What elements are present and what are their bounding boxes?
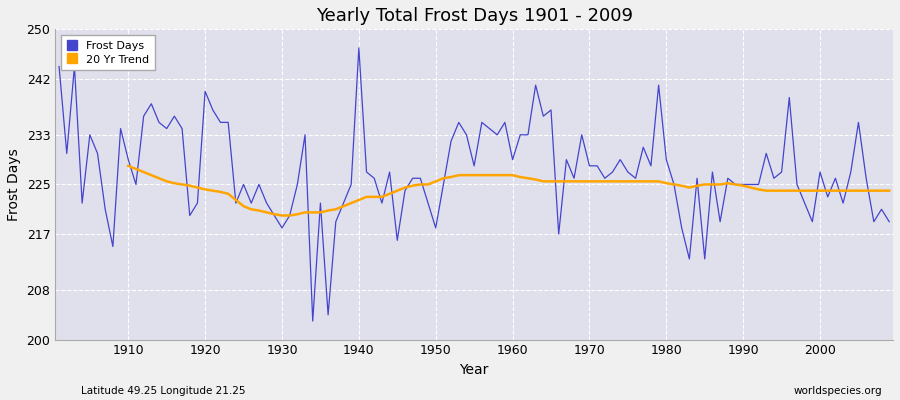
20 Yr Trend bbox=[276, 213, 287, 218]
Title: Yearly Total Frost Days 1901 - 2009: Yearly Total Frost Days 1901 - 2009 bbox=[316, 7, 633, 25]
20 Yr Trend bbox=[523, 176, 534, 181]
20 Yr Trend bbox=[269, 212, 280, 217]
Frost Days bbox=[54, 64, 65, 69]
Frost Days bbox=[615, 157, 626, 162]
Frost Days bbox=[523, 132, 534, 137]
X-axis label: Year: Year bbox=[460, 363, 489, 377]
Frost Days bbox=[354, 46, 364, 50]
20 Yr Trend bbox=[853, 188, 864, 193]
20 Yr Trend bbox=[123, 164, 134, 168]
20 Yr Trend bbox=[884, 188, 895, 193]
Line: 20 Yr Trend: 20 Yr Trend bbox=[129, 166, 889, 216]
Frost Days bbox=[115, 126, 126, 131]
Frost Days bbox=[284, 213, 295, 218]
Text: Latitude 49.25 Longitude 21.25: Latitude 49.25 Longitude 21.25 bbox=[81, 386, 246, 396]
Frost Days bbox=[338, 201, 349, 206]
Frost Days bbox=[515, 132, 526, 137]
Frost Days bbox=[307, 319, 318, 324]
20 Yr Trend bbox=[584, 179, 595, 184]
Line: Frost Days: Frost Days bbox=[59, 48, 889, 321]
Legend: Frost Days, 20 Yr Trend: Frost Days, 20 Yr Trend bbox=[61, 35, 155, 70]
Frost Days bbox=[884, 219, 895, 224]
20 Yr Trend bbox=[830, 188, 841, 193]
Text: worldspecies.org: worldspecies.org bbox=[794, 386, 882, 396]
Y-axis label: Frost Days: Frost Days bbox=[7, 148, 21, 221]
20 Yr Trend bbox=[307, 210, 318, 215]
